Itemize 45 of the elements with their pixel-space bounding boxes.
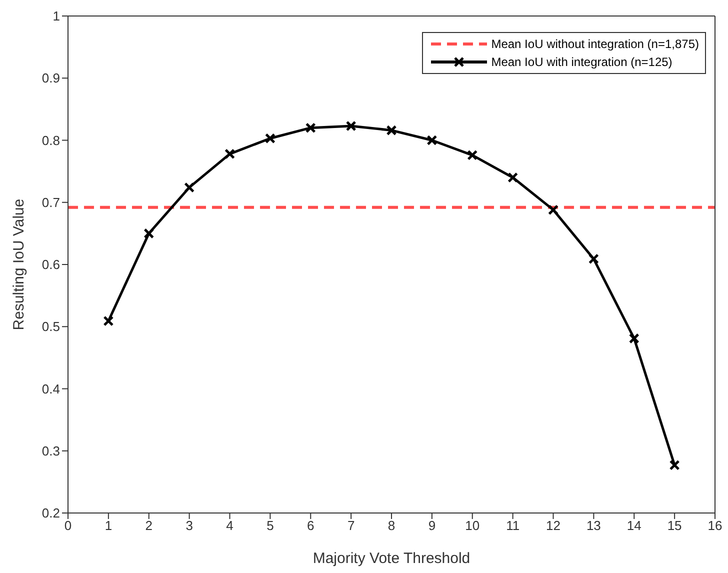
y-tick-label: 0.9 — [42, 70, 60, 86]
y-tick-label: 0.4 — [42, 381, 60, 396]
x-tick-label: 13 — [586, 518, 601, 534]
x-tick-label: 15 — [667, 518, 682, 534]
x-tick-label: 7 — [347, 518, 355, 534]
point — [386, 125, 397, 136]
x-tick-label: 6 — [307, 518, 314, 534]
x-tick-label: 0 — [64, 518, 72, 534]
x-tick-label: 14 — [626, 518, 642, 534]
point — [305, 122, 316, 134]
point — [224, 148, 235, 160]
y-tick-label: 1 — [52, 8, 60, 24]
point — [508, 172, 518, 183]
x-tick-label: 8 — [388, 518, 396, 534]
x-tick-label: 16 — [708, 518, 722, 534]
point — [346, 120, 356, 132]
x-tick-label: 2 — [145, 518, 152, 534]
point — [669, 460, 680, 470]
point — [103, 316, 114, 326]
x-axis-title: Majority Vote Threshold — [312, 550, 470, 567]
legend-label: Mean IoU with integration (n=125) — [491, 55, 672, 69]
point — [144, 228, 154, 239]
y-tick-label: 0.7 — [42, 194, 60, 210]
x-tick-label: 1 — [104, 518, 112, 534]
y-tick-label: 0.6 — [42, 257, 60, 272]
x-tick-label: 4 — [226, 518, 234, 534]
x-tick-label: 3 — [186, 518, 193, 534]
y-tick-label: 0.8 — [42, 132, 60, 148]
x-tick-label: 12 — [546, 518, 560, 534]
x-tick-label: 5 — [266, 518, 274, 534]
point — [588, 254, 599, 264]
point — [264, 133, 276, 144]
x-tick-label: 10 — [465, 518, 480, 534]
y-tick-label: 0.2 — [42, 506, 60, 521]
point — [548, 204, 558, 216]
point — [426, 135, 438, 146]
legend-label: Mean IoU without integration (n=1,875) — [491, 37, 699, 51]
point — [184, 182, 195, 193]
y-tick-label: 0.5 — [42, 319, 60, 334]
x-tick-label: 9 — [428, 518, 436, 534]
x-tick-label: 11 — [506, 518, 520, 534]
point — [467, 150, 478, 160]
y-tick-label: 0.3 — [42, 443, 60, 458]
y-axis-title: Resulting IoU Value — [10, 198, 28, 330]
point — [628, 333, 640, 344]
